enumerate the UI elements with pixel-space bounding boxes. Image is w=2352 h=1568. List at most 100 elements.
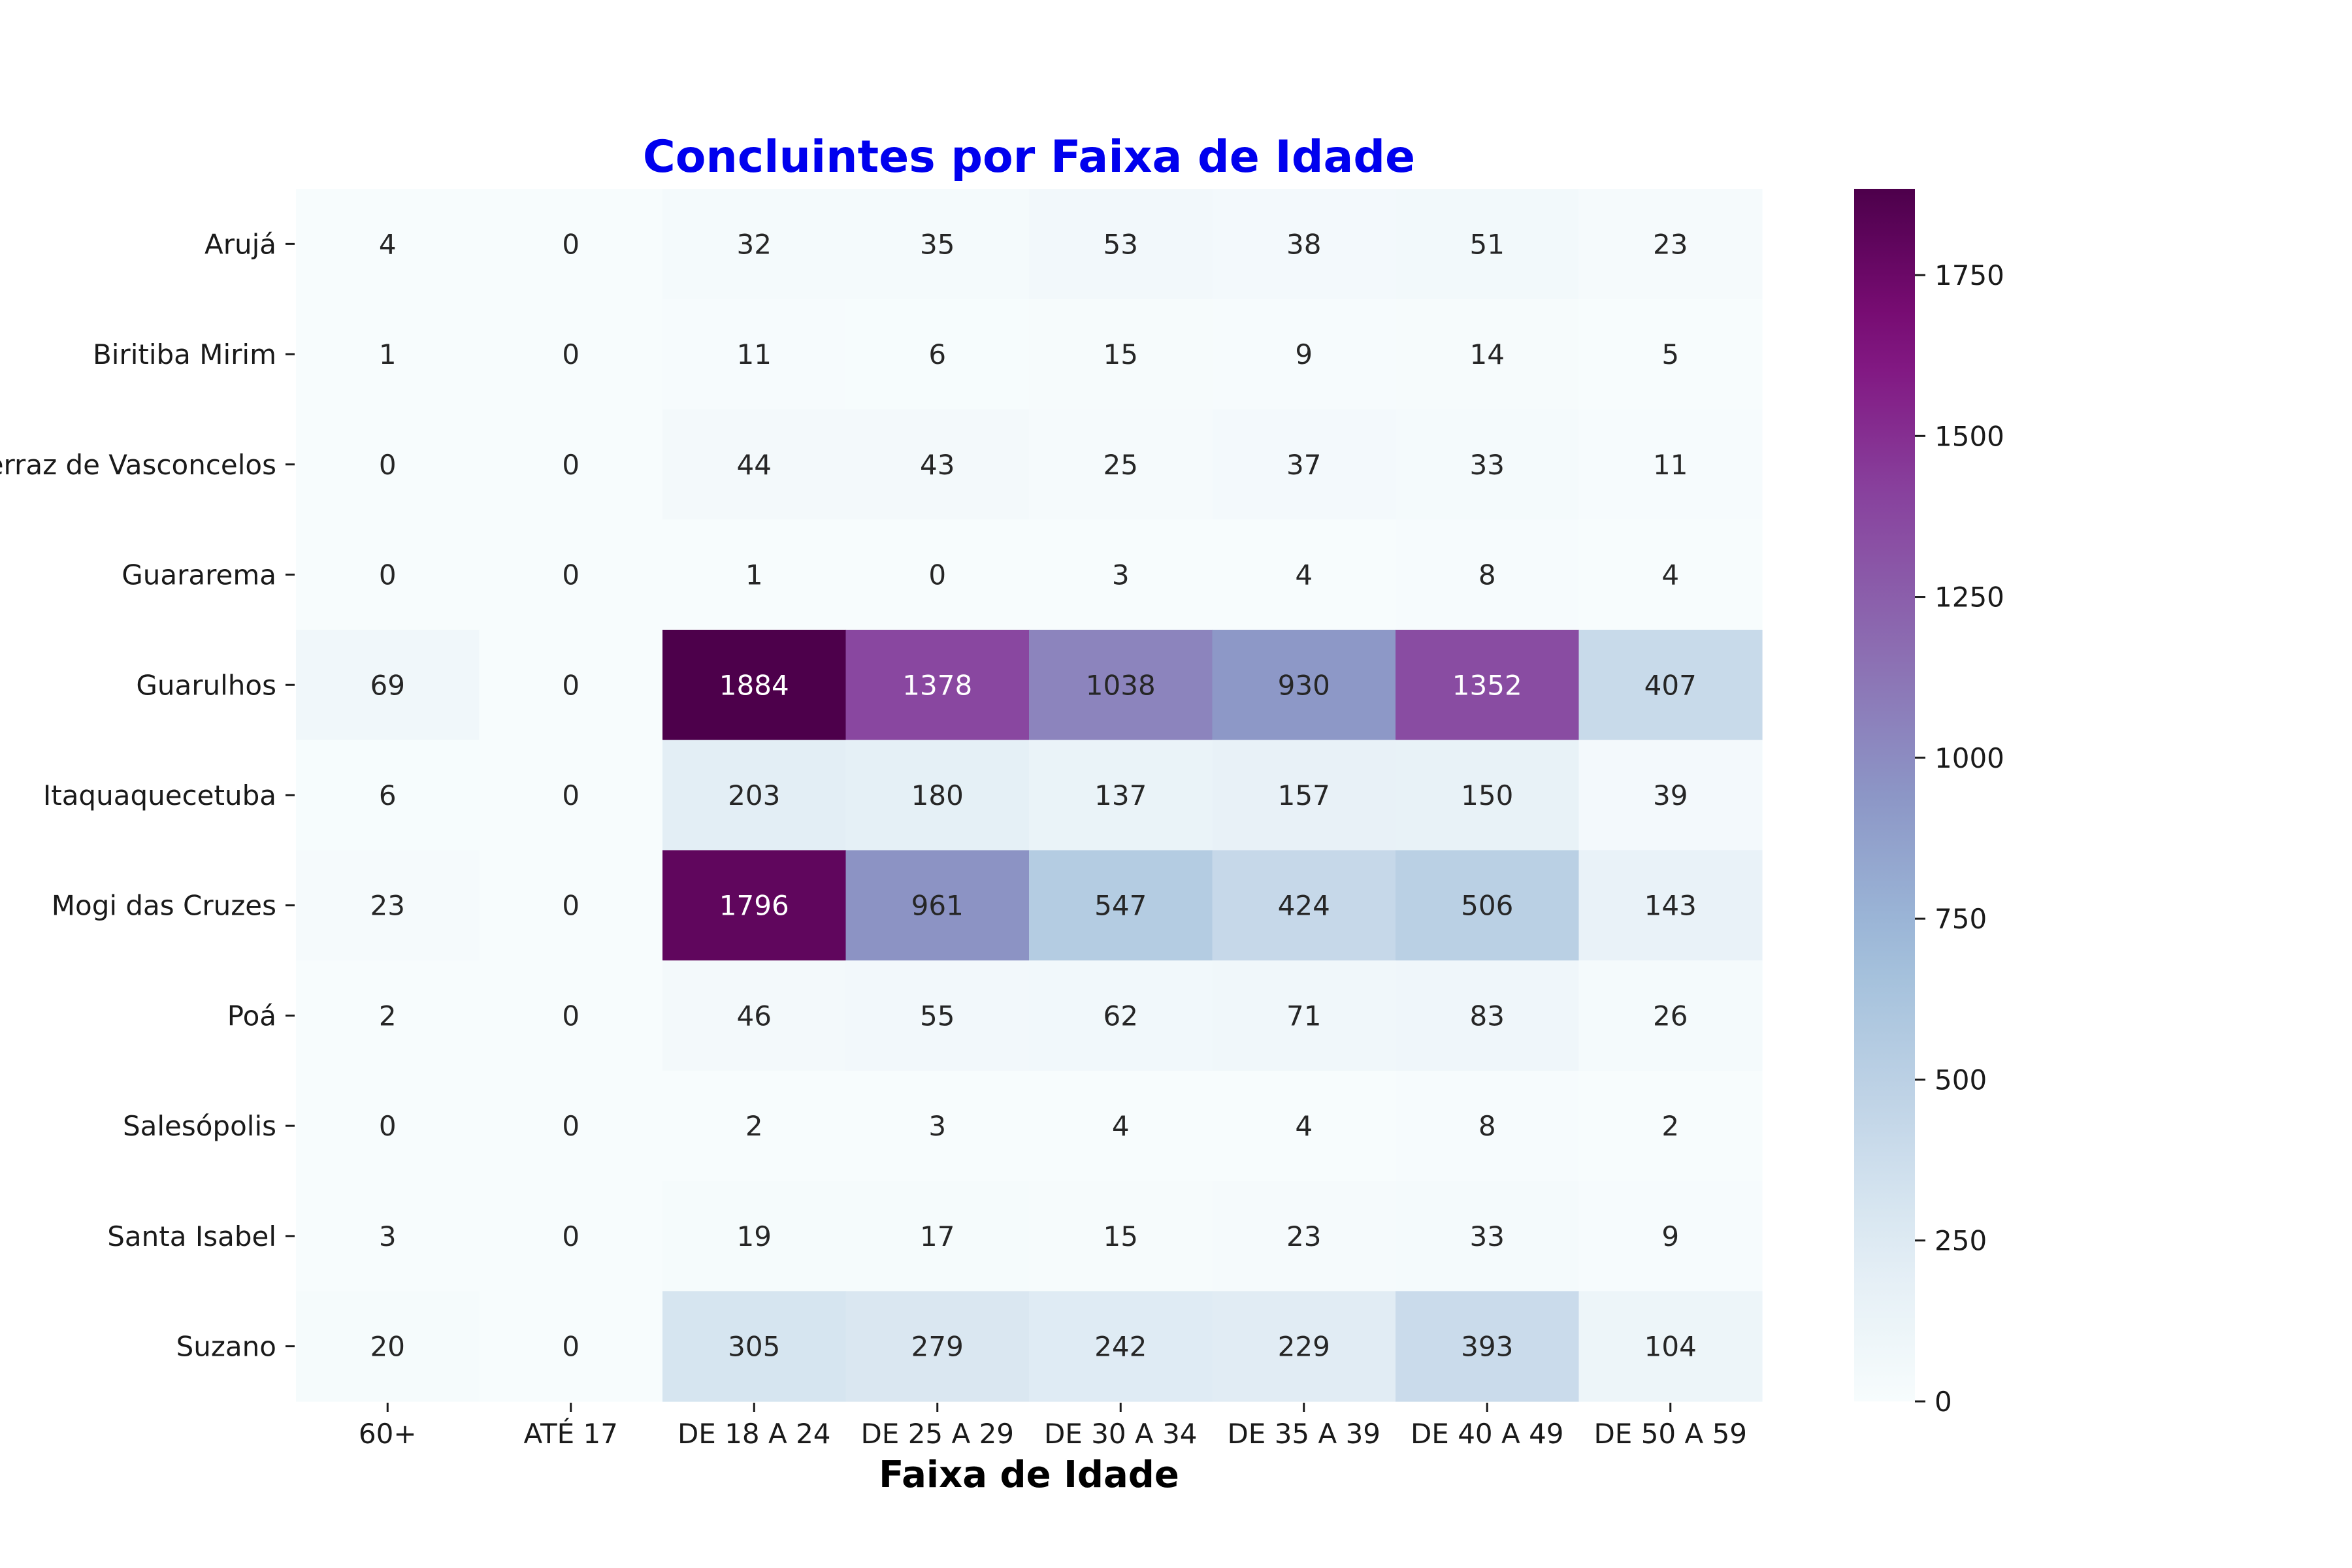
cell-value-label: 0 xyxy=(562,449,580,481)
cell-value-label: 8 xyxy=(1478,1110,1496,1142)
heatmap-cell xyxy=(1212,519,1396,630)
colorbar-tick-label: 250 xyxy=(1935,1225,1987,1257)
heatmap-cell xyxy=(479,629,663,741)
cell-value-label: 39 xyxy=(1653,779,1688,811)
cell-value-label: 104 xyxy=(1644,1331,1697,1363)
cell-value-label: 0 xyxy=(562,669,580,701)
cell-value-label: 20 xyxy=(370,1331,405,1363)
heatmap-cell xyxy=(662,409,847,520)
heatmap-cell xyxy=(296,409,480,520)
y-tick-label: Biritiba Mirim xyxy=(93,338,276,370)
heatmap-cell xyxy=(1396,629,1580,741)
x-tick-label: DE 25 A 29 xyxy=(860,1418,1014,1450)
x-tick-label: DE 40 A 49 xyxy=(1411,1418,1564,1450)
heatmap-cell xyxy=(1212,960,1396,1071)
cell-value-label: 3 xyxy=(928,1110,946,1142)
cell-value-label: 279 xyxy=(911,1331,964,1363)
heatmap-cell xyxy=(845,1291,1030,1402)
heatmap-cell xyxy=(1396,740,1580,851)
cell-value-label: 0 xyxy=(379,449,397,481)
heatmap-cell xyxy=(1212,409,1396,520)
heatmap-cell xyxy=(1212,1181,1396,1292)
heatmap-cell xyxy=(479,189,663,300)
heatmap-cell xyxy=(1578,189,1763,300)
cell-value-label: 506 xyxy=(1461,890,1513,922)
cell-value-label: 3 xyxy=(379,1220,397,1252)
cell-value-label: 157 xyxy=(1278,779,1330,811)
heatmap-cell xyxy=(845,850,1030,961)
heatmap-cell xyxy=(845,409,1030,520)
heatmap-cell xyxy=(1029,299,1213,410)
cell-value-label: 33 xyxy=(1470,1220,1505,1252)
y-tick-label: Suzano xyxy=(176,1331,276,1363)
cell-value-label: 51 xyxy=(1470,228,1505,260)
heatmap-cell xyxy=(1029,189,1213,300)
heatmap-cell xyxy=(1029,519,1213,630)
cell-value-label: 242 xyxy=(1094,1331,1147,1363)
colorbar-tick-label: 0 xyxy=(1935,1386,1952,1418)
y-tick-label: Mogi das Cruzes xyxy=(52,890,276,922)
heatmap-cell xyxy=(1212,1291,1396,1402)
heatmap-cell xyxy=(1578,629,1763,741)
colorbar xyxy=(1854,189,1915,1401)
colorbar-tick-label: 1000 xyxy=(1935,742,2004,774)
cell-value-label: 6 xyxy=(379,779,397,811)
cell-value-label: 0 xyxy=(562,890,580,922)
cell-value-label: 33 xyxy=(1470,449,1505,481)
heatmap-cell xyxy=(296,1181,480,1292)
heatmap-cell xyxy=(662,1070,847,1182)
heatmap-cell xyxy=(1029,1291,1213,1402)
cell-value-label: 3 xyxy=(1112,559,1130,591)
cell-value-label: 180 xyxy=(911,779,964,811)
cell-value-label: 37 xyxy=(1286,449,1321,481)
cell-value-label: 305 xyxy=(728,1331,780,1363)
heatmap-cell xyxy=(296,850,480,961)
heatmap-cell xyxy=(296,1291,480,1402)
cell-value-label: 53 xyxy=(1103,228,1138,260)
colorbar-ticks: 0 250 500 750 1000 1250 1500 1750 xyxy=(1915,259,2004,1418)
cell-value-label: 4 xyxy=(1661,559,1679,591)
x-tick-label: ATÉ 17 xyxy=(524,1417,618,1450)
heatmap-cell xyxy=(1029,740,1213,851)
cell-value-label: 71 xyxy=(1286,1000,1321,1032)
heatmap-cell xyxy=(662,629,847,741)
heatmap-cell xyxy=(479,740,663,851)
cell-value-label: 0 xyxy=(562,1110,580,1142)
cell-value-label: 32 xyxy=(737,228,772,260)
cell-value-label: 4 xyxy=(1112,1110,1130,1142)
heatmap-cell xyxy=(1029,1181,1213,1292)
cell-value-label: 23 xyxy=(370,890,405,922)
cell-value-label: 15 xyxy=(1103,1220,1138,1252)
cell-value-label: 0 xyxy=(379,559,397,591)
cell-value-label: 2 xyxy=(745,1110,763,1142)
heatmap-cell xyxy=(479,519,663,630)
heatmap-cell xyxy=(1212,1070,1396,1182)
cell-value-label: 38 xyxy=(1286,228,1321,260)
heatmap-cell xyxy=(662,1181,847,1292)
cell-value-label: 23 xyxy=(1286,1220,1321,1252)
cell-value-label: 4 xyxy=(379,228,397,260)
heatmap-cell xyxy=(296,740,480,851)
heatmap-cell xyxy=(845,519,1030,630)
colorbar-tick-label: 750 xyxy=(1935,903,1987,935)
heatmap-cell xyxy=(662,960,847,1071)
heatmap-cell xyxy=(845,629,1030,741)
cell-value-label: 69 xyxy=(370,669,405,701)
heatmap-cell xyxy=(296,960,480,1071)
cell-value-label: 0 xyxy=(562,228,580,260)
cell-value-label: 1352 xyxy=(1452,669,1522,701)
cell-value-label: 62 xyxy=(1103,1000,1138,1032)
cell-value-label: 4 xyxy=(1295,1110,1313,1142)
chart-title: Concluintes por Faixa de Idade xyxy=(643,131,1415,183)
heatmap-cell xyxy=(1578,519,1763,630)
x-tick-label: DE 30 A 34 xyxy=(1044,1418,1198,1450)
heatmap-cell xyxy=(1578,1291,1763,1402)
heatmap-cell xyxy=(1396,850,1580,961)
heatmap-cell xyxy=(845,1181,1030,1292)
y-tick-label: Arujá xyxy=(204,228,276,260)
cell-value-label: 44 xyxy=(737,449,772,481)
cell-value-label: 930 xyxy=(1278,669,1330,701)
colorbar-tick-label: 500 xyxy=(1935,1064,1987,1096)
cell-value-label: 0 xyxy=(928,559,946,591)
heatmap-cell xyxy=(662,740,847,851)
